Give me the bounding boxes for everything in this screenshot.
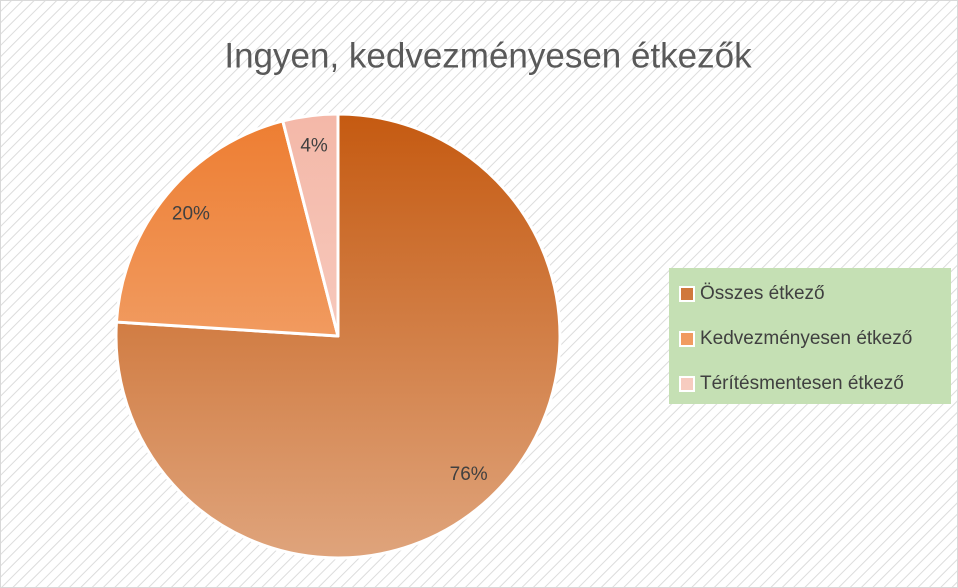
legend-swatch [679,376,695,392]
data-label: 4% [300,136,328,157]
pie-slice [281,112,340,338]
pie-slice [114,119,340,338]
legend-label: Térítésmentesen étkező [700,373,904,394]
data-label: 20% [172,203,210,224]
legend-swatch [679,331,695,347]
legend-swatch [679,286,695,302]
data-label: 76% [450,464,488,485]
legend-box [669,268,951,404]
pie-slice [114,112,562,560]
legend-label: Összes étkező [700,283,825,304]
legend-label: Kedvezményesen étkező [700,328,912,349]
chart-title: Ingyen, kedvezményesen étkezők [224,36,752,75]
